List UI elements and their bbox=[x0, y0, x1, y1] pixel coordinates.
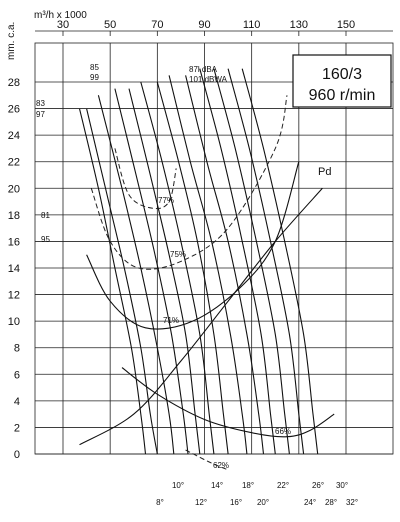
blade-angle-label: 20° bbox=[257, 498, 269, 507]
y-tick-label: 0 bbox=[14, 449, 20, 461]
series-line bbox=[97, 95, 175, 455]
blade-angle-label: 22° bbox=[277, 481, 289, 490]
noise-dbwa-label: 95 bbox=[41, 235, 50, 244]
series-line bbox=[90, 95, 288, 270]
series-line bbox=[86, 161, 300, 330]
blade-angle-label: 32° bbox=[346, 498, 358, 507]
y-tick-label: 4 bbox=[14, 396, 20, 408]
efficiency-label: 66% bbox=[275, 427, 291, 436]
y-tick-label: 18 bbox=[8, 210, 20, 222]
blade-angle-label: 10° bbox=[172, 481, 184, 490]
series-line bbox=[114, 148, 177, 210]
x-axis-label: m³/h x 1000 bbox=[34, 10, 87, 21]
series-line bbox=[140, 81, 215, 455]
noise-dbwa-label: 99 bbox=[90, 73, 99, 82]
efficiency-label: 75% bbox=[170, 250, 186, 259]
speed-label: 960 r/min bbox=[309, 87, 376, 104]
y-tick-label: 20 bbox=[8, 183, 20, 195]
y-tick-label: 24 bbox=[8, 130, 20, 142]
blade-angle-label: 18° bbox=[242, 481, 254, 490]
series-line bbox=[227, 68, 305, 455]
grid bbox=[34, 30, 394, 455]
blade-angle-label: 12° bbox=[195, 498, 207, 507]
series-line bbox=[168, 75, 248, 455]
title-box bbox=[292, 54, 392, 108]
x-ticks: 30 50 70 90 110 130 150 bbox=[57, 19, 355, 36]
noise-dbwa-label: 97 bbox=[36, 110, 45, 119]
noise-dba-label: 87l dBA bbox=[189, 65, 218, 74]
x-tick-label: 130 bbox=[290, 19, 308, 31]
y-tick-label: 26 bbox=[8, 104, 20, 116]
efficiency-label: 71% bbox=[163, 316, 179, 325]
blade-angle-label: 28° bbox=[325, 498, 337, 507]
x-tick-label: 70 bbox=[151, 19, 163, 31]
efficiency-label: 77% bbox=[158, 196, 174, 205]
blade-angle-label: 30° bbox=[336, 481, 348, 490]
blade-angle-label: 14° bbox=[211, 481, 223, 490]
pd-label: Pd bbox=[318, 166, 331, 178]
x-tick-label: 110 bbox=[243, 19, 261, 31]
series-line bbox=[199, 68, 276, 455]
series-line bbox=[185, 449, 229, 471]
x-tick-label: 50 bbox=[104, 19, 116, 31]
y-tick-label: 10 bbox=[8, 316, 20, 328]
y-tick-label: 8 bbox=[14, 343, 20, 355]
y-tick-label: 28 bbox=[8, 77, 20, 89]
model-label: 160/3 bbox=[322, 66, 362, 83]
series-line bbox=[156, 81, 229, 455]
efficiency-label: 62% bbox=[213, 461, 229, 470]
blade-angle-label: 26° bbox=[312, 481, 324, 490]
blade-angle-label: 24° bbox=[304, 498, 316, 507]
series-line bbox=[121, 367, 335, 438]
series-line bbox=[78, 108, 147, 455]
x-tick-label: 30 bbox=[57, 19, 69, 31]
x-tick-label: 150 bbox=[337, 19, 355, 31]
y-tick-label: 22 bbox=[8, 157, 20, 169]
noise-dba-label: 83 bbox=[36, 99, 45, 108]
series-line bbox=[128, 88, 201, 455]
y-axis-label: mm. c.a. bbox=[6, 22, 17, 60]
x-tick-label: 90 bbox=[198, 19, 210, 31]
y-tick-label: 14 bbox=[8, 263, 20, 275]
series-line bbox=[114, 88, 189, 455]
curves bbox=[78, 68, 335, 471]
series-line bbox=[213, 68, 290, 455]
noise-dba-label: 85 bbox=[90, 63, 99, 72]
series-line bbox=[79, 187, 323, 446]
series-line bbox=[86, 108, 158, 455]
blade-angle-label: 16° bbox=[230, 498, 242, 507]
blade-angle-label: 8° bbox=[156, 498, 164, 507]
y-tick-label: 2 bbox=[14, 422, 20, 434]
series-line bbox=[185, 75, 265, 455]
y-tick-label: 16 bbox=[8, 236, 20, 248]
y-tick-label: 6 bbox=[14, 369, 20, 381]
series-line bbox=[241, 68, 319, 455]
y-tick-label: 12 bbox=[8, 290, 20, 302]
noise-dba-label: 81 bbox=[41, 211, 50, 220]
noise-dbwa-label: 101 dBWA bbox=[189, 75, 228, 84]
